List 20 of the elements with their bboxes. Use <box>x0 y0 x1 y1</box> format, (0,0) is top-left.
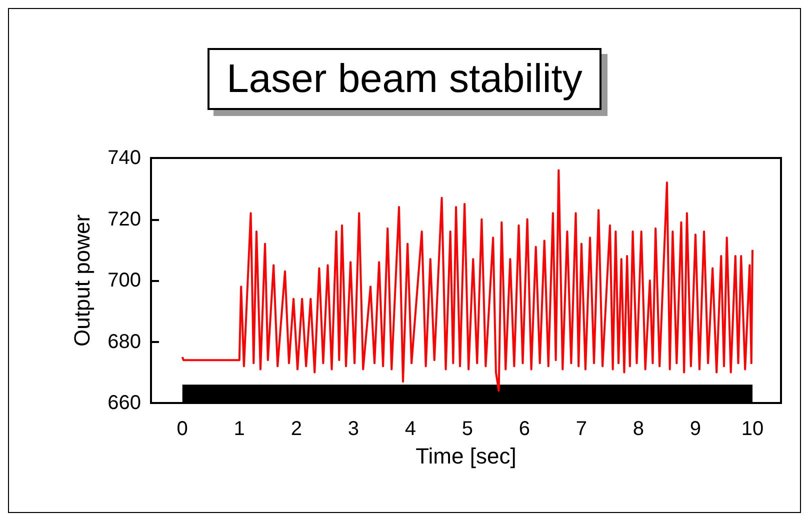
y-tick-label: 720 <box>108 208 141 230</box>
y-tick-label: 680 <box>108 330 141 353</box>
x-tick-label: 10 <box>741 418 764 440</box>
x-tick-label: 1 <box>234 418 245 440</box>
x-tick-label: 7 <box>576 418 588 440</box>
x-tick-label: 9 <box>690 418 702 440</box>
x-tick-label: 5 <box>462 418 473 440</box>
chart-title: Laser beam stability <box>226 57 582 101</box>
x-tick-label: 6 <box>518 418 530 440</box>
y-axis-title: Output power <box>70 214 94 347</box>
y-tick-label: 660 <box>108 392 141 414</box>
y-tick-label: 700 <box>108 270 141 292</box>
x-tick-label: 4 <box>404 418 416 440</box>
line-series <box>181 169 754 392</box>
x-tick-label: 3 <box>348 418 359 440</box>
x-tick-label: 8 <box>632 418 644 440</box>
y-tick-label: 740 <box>108 147 141 169</box>
x-tick-label: 0 <box>176 418 188 440</box>
x-tick-label: 2 <box>290 418 302 440</box>
x-axis-title: Time [sec] <box>416 444 516 468</box>
